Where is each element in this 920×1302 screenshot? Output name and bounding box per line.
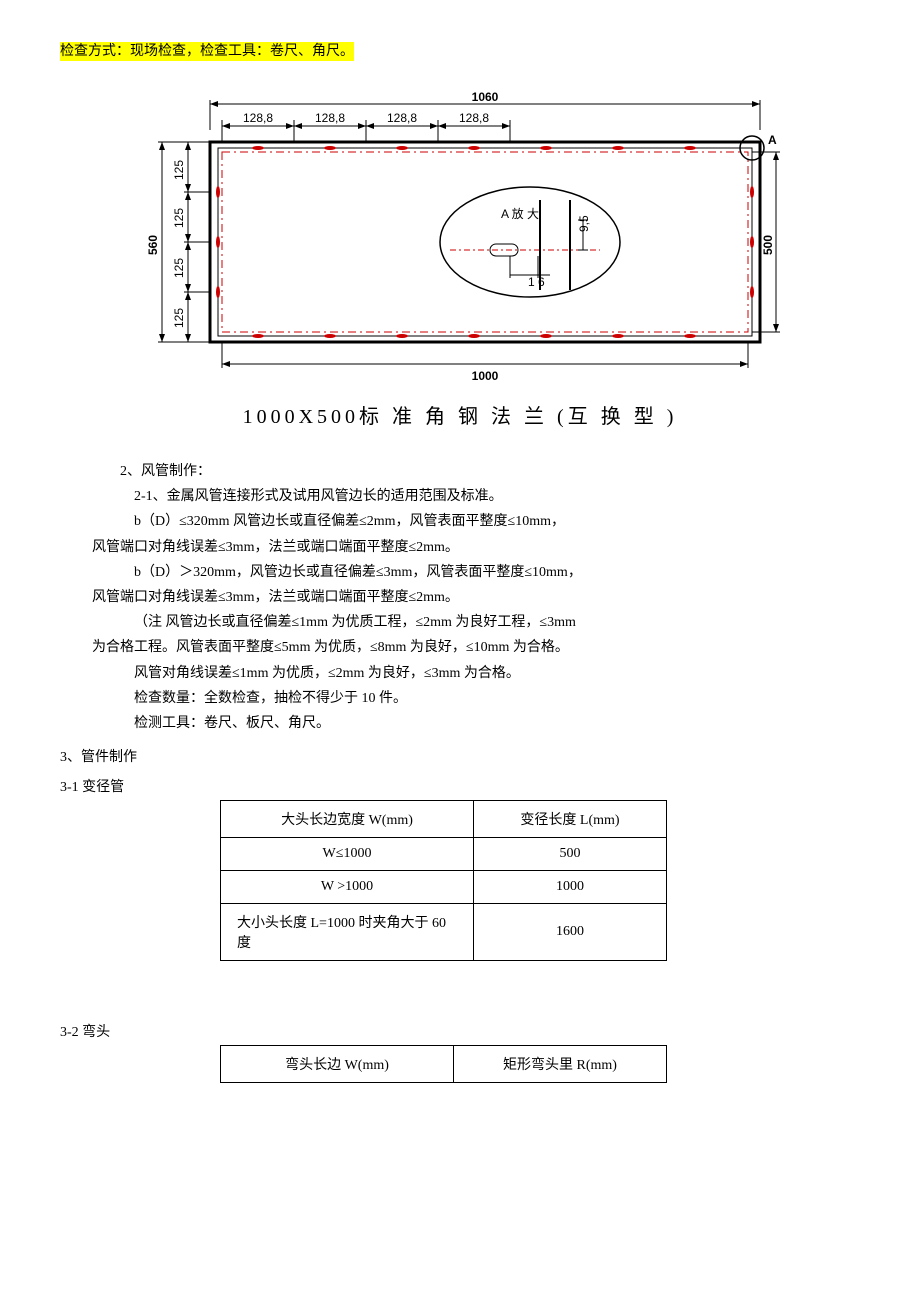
sec3-sub1: 3-1 变径管	[60, 776, 860, 796]
sec2-line2: b（D）≤320mm 风管边长或直径偏差≤2mm，风管表面平整度≤10mm，	[134, 509, 860, 534]
svg-text:A 放 大: A 放 大	[501, 206, 539, 221]
diagram-title: 1000X500标 准 角 钢 法 兰 (互 换 型 )	[60, 400, 860, 429]
table-row: 大头长边宽度 W(mm) 变径长度 L(mm)	[221, 801, 667, 838]
t2-h1: 弯头长边 W(mm)	[221, 1046, 454, 1083]
table-row: W >1000 1000	[221, 871, 667, 904]
t1-r1c1: 1000	[474, 871, 667, 904]
t1-r1c0: W >1000	[221, 871, 474, 904]
table-row: 弯头长边 W(mm) 矩形弯头里 R(mm)	[221, 1046, 667, 1083]
sec2-line8: 风管对角线误差≤1mm 为优质，≤2mm 为良好，≤3mm 为合格。	[134, 661, 860, 686]
table-elbow: 弯头长边 W(mm) 矩形弯头里 R(mm)	[220, 1045, 667, 1083]
sec2-line7: 为合格工程。风管表面平整度≤5mm 为优质，≤8mm 为良好，≤10mm 为合格…	[92, 635, 860, 660]
t1-r0c1: 500	[474, 838, 667, 871]
svg-text:560: 560	[146, 235, 160, 255]
sec2-line1: 2-1、金属风管连接形式及试用风管边长的适用范围及标准。	[134, 484, 860, 509]
t1-r2c0: 大小头长度 L=1000 时夹角大于 60度	[221, 904, 474, 961]
svg-text:128,8: 128,8	[315, 111, 345, 125]
svg-text:128,8: 128,8	[243, 111, 273, 125]
svg-text:1000: 1000	[472, 369, 499, 383]
svg-text:125: 125	[172, 160, 186, 180]
t1-h1: 大头长边宽度 W(mm)	[221, 801, 474, 838]
svg-text:128,8: 128,8	[387, 111, 417, 125]
svg-text:125: 125	[172, 308, 186, 328]
highlight-text: 检查方式：现场检查，检查工具：卷尺、角尺。	[60, 42, 354, 61]
table-row: 大小头长度 L=1000 时夹角大于 60度 1600	[221, 904, 667, 961]
inspection-method-line: 检查方式：现场检查，检查工具：卷尺、角尺。	[60, 40, 860, 60]
table-reducer: 大头长边宽度 W(mm) 变径长度 L(mm) W≤1000 500 W >10…	[220, 800, 667, 961]
svg-text:125: 125	[172, 208, 186, 228]
sec2-line9: 检查数量：全数检查，抽检不得少于 10 件。	[134, 686, 860, 711]
sec2-line10: 检测工具：卷尺、板尺、角尺。	[134, 711, 860, 736]
sec2-line3: 风管端口对角线误差≤3mm，法兰或端口端面平整度≤2mm。	[92, 535, 860, 560]
svg-text:500: 500	[761, 235, 775, 255]
sec3-heading: 3、管件制作	[60, 746, 860, 766]
dim-outer-width: 1060	[472, 90, 499, 104]
sec2-heading: 2、风管制作：	[120, 459, 860, 484]
t2-h2: 矩形弯头里 R(mm)	[454, 1046, 667, 1083]
svg-text:1 6: 1 6	[528, 275, 545, 289]
diagram-svg: 1060 128,8 128,8 128,8 128,8	[140, 90, 780, 390]
svg-text:A: A	[768, 133, 777, 147]
flange-diagram: 1060 128,8 128,8 128,8 128,8	[140, 90, 780, 390]
svg-text:128,8: 128,8	[459, 111, 489, 125]
detail-a-enlarged: A 放 大 9,5 1 6	[440, 187, 620, 297]
sec2-line5: 风管端口对角线误差≤3mm，法兰或端口端面平整度≤2mm。	[92, 585, 860, 610]
t1-r2c1: 1600	[474, 904, 667, 961]
sec2-line4: b（D）＞320mm，风管边长或直径偏差≤3mm，风管表面平整度≤10mm，	[134, 560, 860, 585]
sec2-line6: （注 风管边长或直径偏差≤1mm 为优质工程，≤2mm 为良好工程，≤3mm	[134, 610, 860, 635]
t1-h2: 变径长度 L(mm)	[474, 801, 667, 838]
top-spacings: 128,8 128,8 128,8 128,8	[222, 111, 510, 142]
table-row: W≤1000 500	[221, 838, 667, 871]
svg-text:9,5: 9,5	[577, 215, 591, 232]
section-2: 2、风管制作： 2-1、金属风管连接形式及试用风管边长的适用范围及标准。 b（D…	[120, 459, 860, 736]
svg-text:125: 125	[172, 258, 186, 278]
t1-r0c0: W≤1000	[221, 838, 474, 871]
sec3-sub2: 3-2 弯头	[60, 1021, 860, 1041]
left-spacings: 125 125 125 125	[172, 142, 210, 342]
